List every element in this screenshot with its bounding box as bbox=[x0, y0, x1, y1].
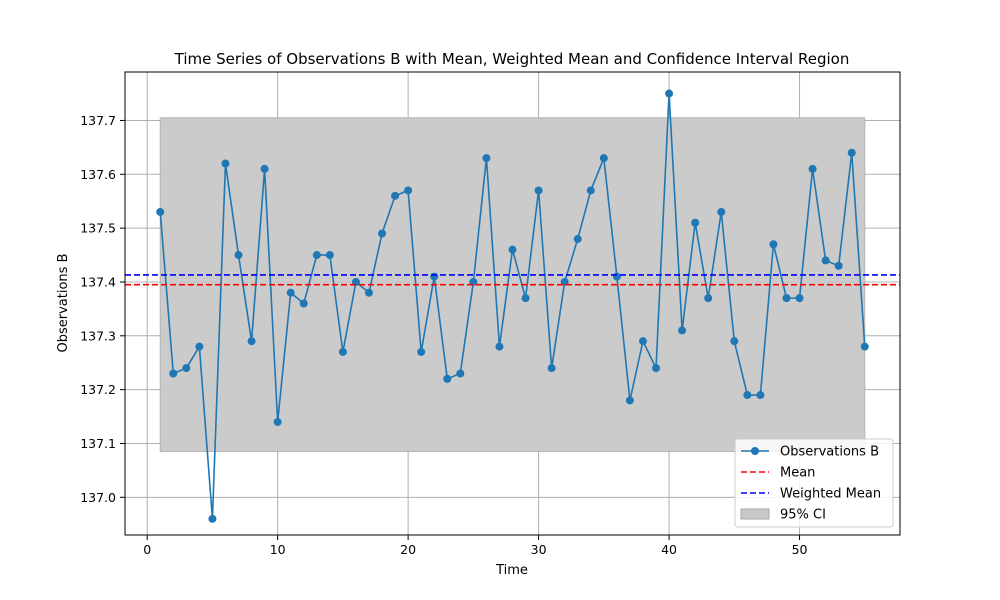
data-point bbox=[691, 218, 700, 227]
data-point bbox=[599, 154, 608, 163]
data-point bbox=[508, 245, 517, 254]
y-tick-label: 137.2 bbox=[80, 382, 116, 397]
data-point bbox=[195, 342, 204, 351]
legend-label: Observations B bbox=[780, 445, 879, 460]
y-tick-label: 137.6 bbox=[80, 167, 116, 182]
data-point bbox=[312, 251, 321, 260]
chart-title: Time Series of Observations B with Mean,… bbox=[174, 50, 850, 68]
data-point bbox=[482, 154, 491, 163]
data-point bbox=[443, 374, 452, 383]
data-point bbox=[717, 207, 726, 216]
data-point bbox=[638, 337, 647, 346]
data-point bbox=[456, 369, 465, 378]
legend-swatch-patch bbox=[740, 508, 770, 520]
data-point bbox=[286, 288, 295, 297]
data-point bbox=[847, 148, 856, 157]
data-point bbox=[730, 337, 739, 346]
y-tick-label: 137.3 bbox=[80, 328, 116, 343]
data-point bbox=[586, 186, 595, 195]
legend-label: Weighted Mean bbox=[780, 487, 881, 502]
data-point bbox=[404, 186, 413, 195]
data-point bbox=[795, 294, 804, 303]
data-point bbox=[808, 164, 817, 173]
data-point bbox=[743, 391, 752, 400]
data-point bbox=[756, 391, 765, 400]
legend-swatch-marker bbox=[751, 447, 759, 455]
legend-box bbox=[734, 438, 894, 528]
data-point bbox=[652, 364, 661, 373]
data-point bbox=[338, 347, 347, 356]
data-point bbox=[260, 164, 269, 173]
data-point bbox=[391, 191, 400, 200]
data-point bbox=[860, 342, 869, 351]
data-point bbox=[247, 337, 256, 346]
legend-label: 95% CI bbox=[780, 508, 826, 523]
y-tick-label: 137.7 bbox=[80, 113, 116, 128]
data-point bbox=[625, 396, 634, 405]
data-point bbox=[782, 294, 791, 303]
x-tick-label: 30 bbox=[531, 542, 547, 557]
data-point bbox=[417, 347, 426, 356]
x-tick-label: 40 bbox=[661, 542, 677, 557]
y-axis-label: Observations B bbox=[56, 254, 71, 353]
plot-frame bbox=[124, 71, 901, 536]
data-point bbox=[704, 294, 713, 303]
data-point bbox=[234, 251, 243, 260]
y-tick-label: 137.1 bbox=[80, 436, 116, 451]
data-point bbox=[678, 326, 687, 335]
data-point bbox=[430, 272, 439, 281]
data-point bbox=[221, 159, 230, 168]
data-point bbox=[364, 288, 373, 297]
data-point bbox=[547, 364, 556, 373]
data-point bbox=[821, 256, 830, 265]
data-point bbox=[182, 364, 191, 373]
plot-area: 0 10 20 30 40 50 137.0 137.1 137.2 137.3 137.4 137.… bbox=[80, 71, 901, 557]
data-point bbox=[534, 186, 543, 195]
data-point bbox=[834, 261, 843, 270]
data-point bbox=[169, 369, 178, 378]
data-point bbox=[769, 240, 778, 249]
data-point bbox=[156, 207, 165, 216]
y-tick-label: 137.0 bbox=[80, 490, 116, 505]
data-point bbox=[612, 272, 621, 281]
x-tick-label: 10 bbox=[270, 542, 286, 557]
x-tick-label: 50 bbox=[792, 542, 808, 557]
data-point bbox=[325, 251, 334, 260]
x-tick-label: 0 bbox=[143, 542, 151, 557]
data-point bbox=[665, 89, 674, 98]
legend-label: Mean bbox=[780, 466, 815, 481]
x-axis-label: Time bbox=[495, 563, 528, 578]
data-point bbox=[299, 299, 308, 308]
data-point bbox=[273, 417, 282, 426]
y-tick-label: 137.5 bbox=[80, 221, 116, 236]
data-point bbox=[573, 234, 582, 243]
data-point bbox=[521, 294, 530, 303]
y-tick-label: 137.4 bbox=[80, 274, 116, 289]
x-tick-label: 20 bbox=[400, 542, 416, 557]
data-point bbox=[495, 342, 504, 351]
data-point bbox=[378, 229, 387, 238]
data-point bbox=[208, 514, 217, 523]
legend: Observations B Mean Weighted Mean 95% CI bbox=[734, 438, 894, 528]
